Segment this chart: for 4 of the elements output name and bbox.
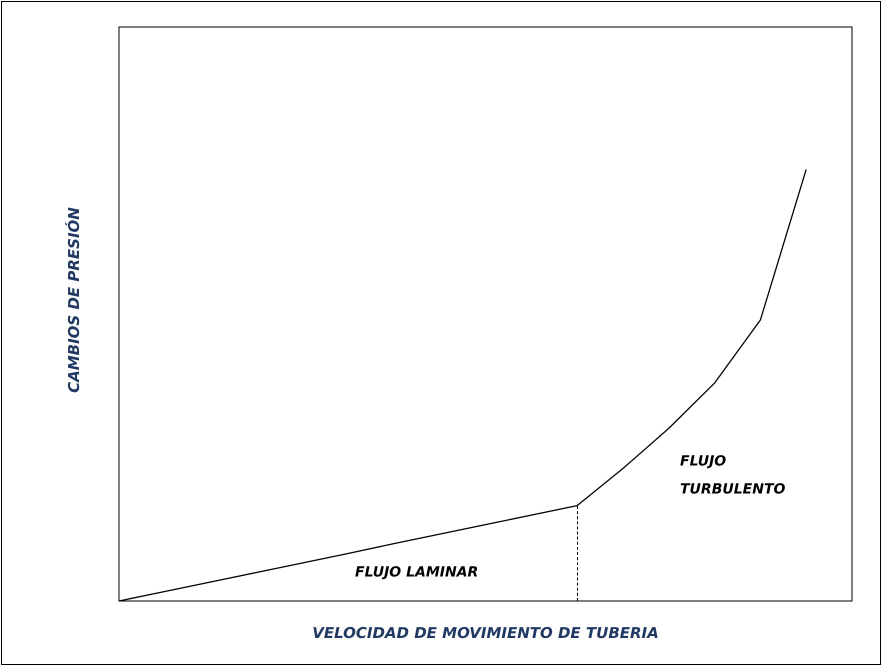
annotation: FLUJO LAMINAR [355,564,478,581]
annotation: FLUJO TURBULENTO [680,454,786,498]
y-axis-title: CAMBIOS DE PRESIÓN [64,206,83,393]
x-axis-title: VELOCIDAD DE MOVIMIENTO DE TUBERIA [312,624,659,642]
